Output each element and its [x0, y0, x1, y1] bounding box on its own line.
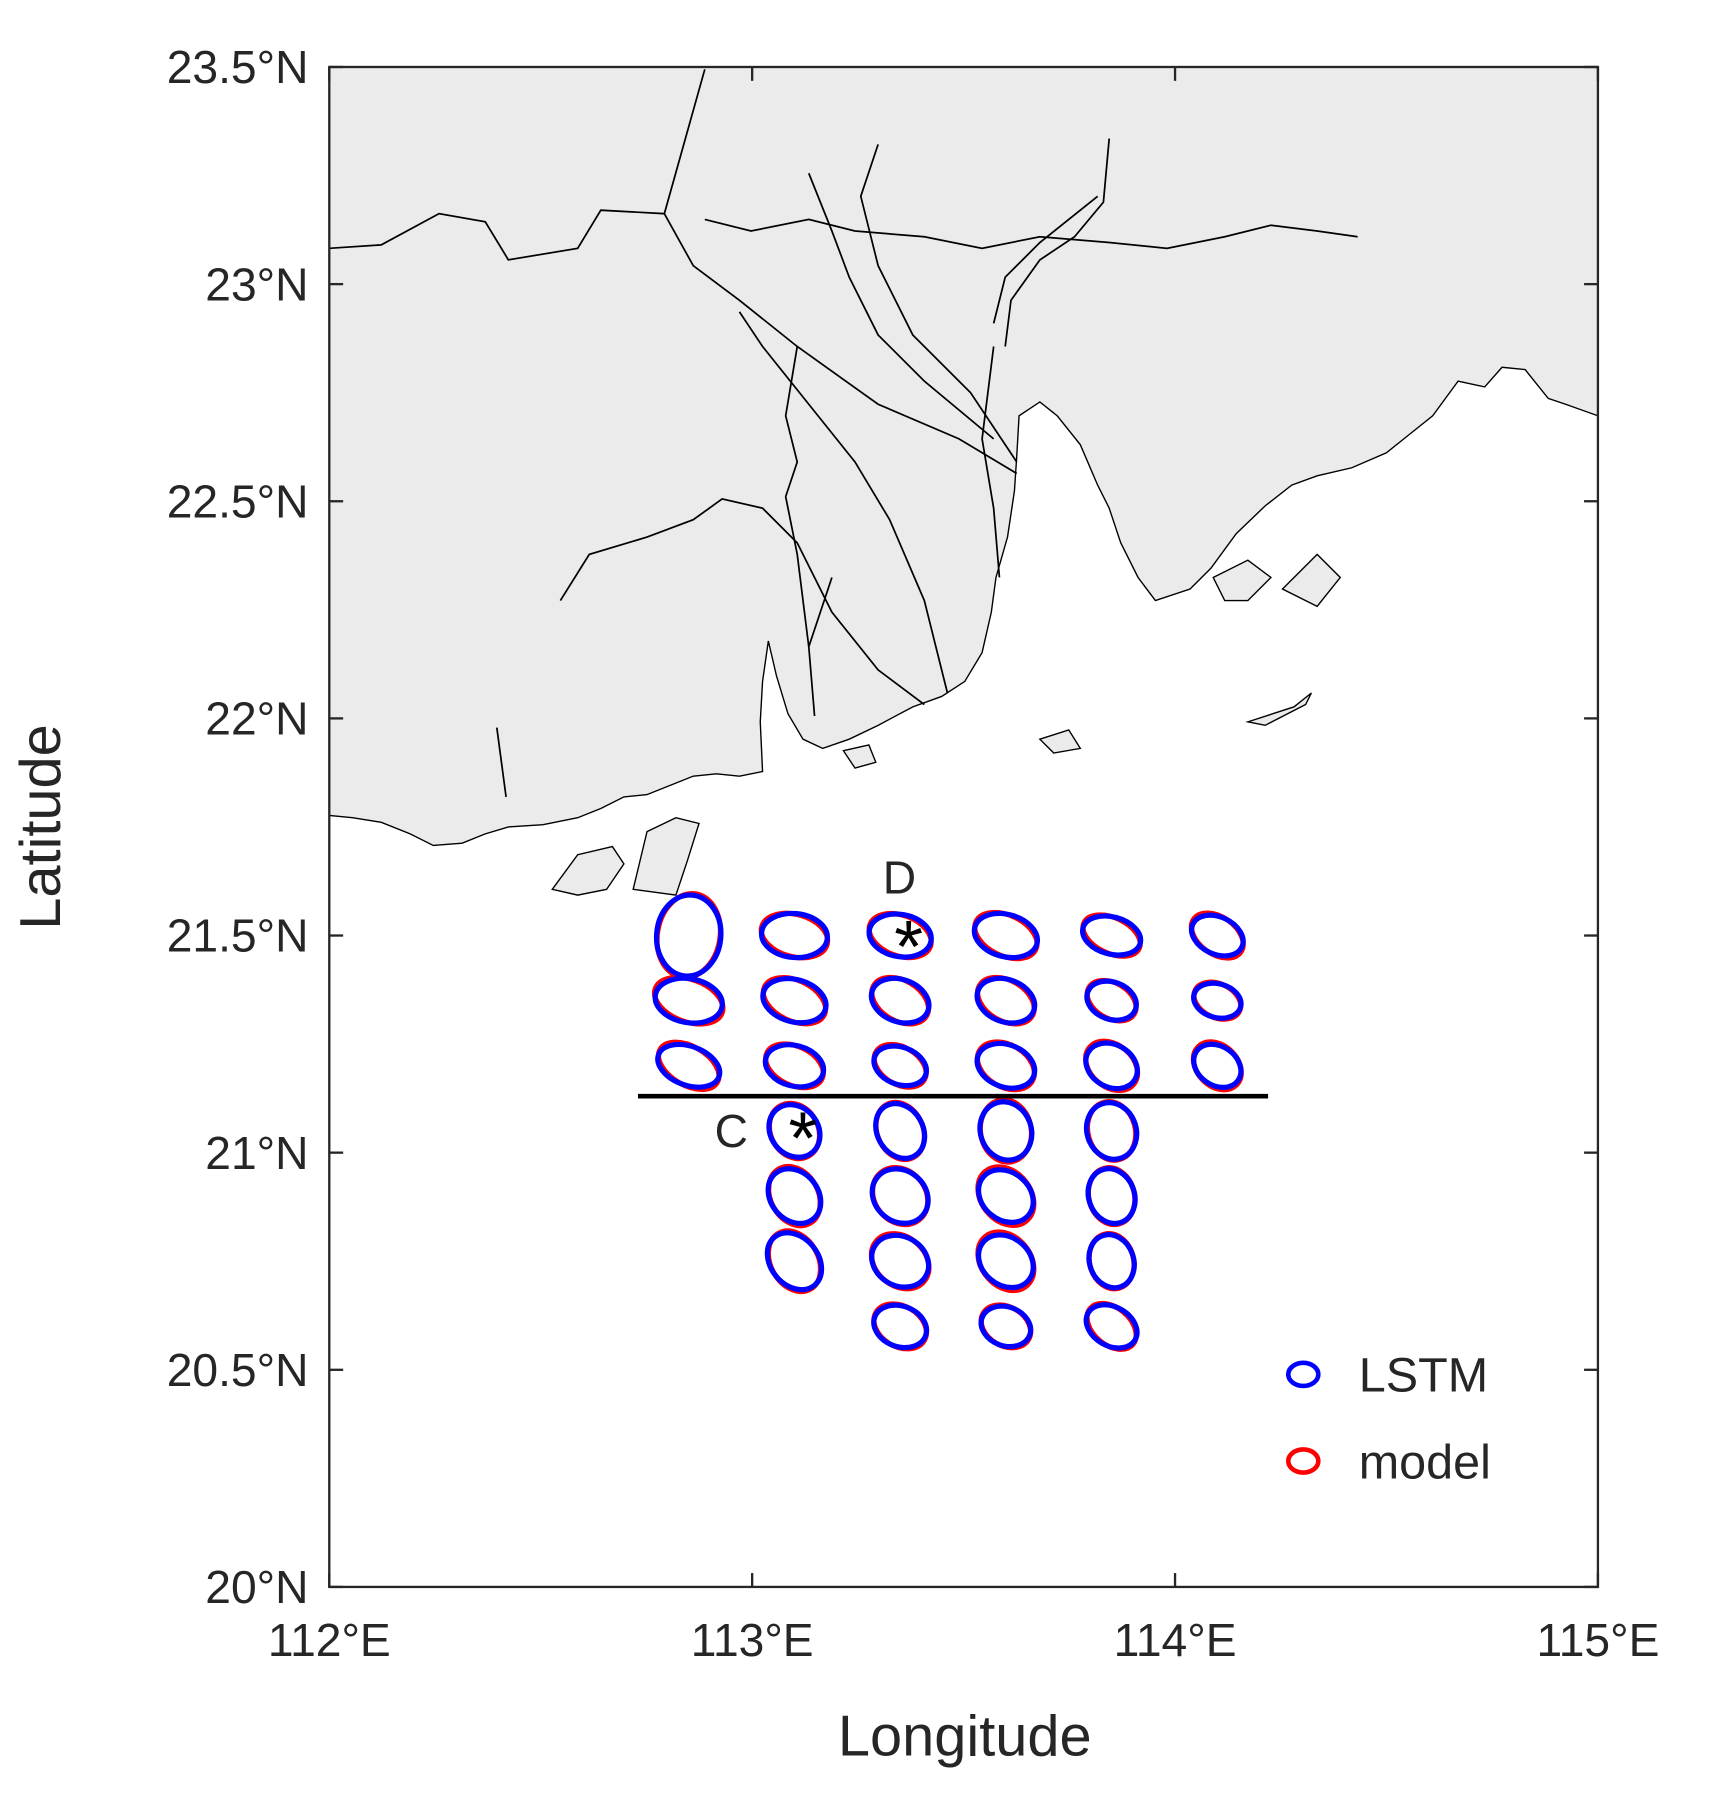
tidal-ellipse — [758, 910, 830, 961]
y-tick-label: 23°N — [205, 258, 308, 310]
tidal-ellipse — [977, 1097, 1035, 1165]
y-tick-label: 21.5°N — [167, 910, 309, 962]
x-tick-label: 114°E — [1114, 1614, 1237, 1666]
legend-marker — [1285, 1447, 1321, 1475]
tidal-ellipse — [869, 1166, 931, 1226]
station-star: * — [789, 1096, 818, 1179]
tidal-ellipse — [974, 975, 1038, 1026]
y-tick-label: 22.5°N — [167, 475, 309, 527]
x-tick-label: 115°E — [1536, 1614, 1659, 1666]
tidal-ellipse — [871, 1302, 930, 1351]
tidal-ellipse — [762, 1042, 827, 1090]
tidal-ellipse — [869, 1232, 932, 1290]
tidal-ellipse — [871, 1043, 929, 1089]
tidal-ellipse — [975, 1167, 1036, 1225]
tidal-ellipse — [655, 1041, 723, 1090]
tidal-ellipse — [654, 890, 724, 981]
tidal-ellipse — [1188, 912, 1246, 959]
tidal-ellipse — [1084, 1099, 1139, 1163]
tidal-ellipse — [1191, 980, 1244, 1021]
tidal-ellipse — [764, 1230, 825, 1293]
tidal-ellipse — [765, 1166, 824, 1226]
x-tick-label: 113°E — [691, 1614, 814, 1666]
coastline — [329, 66, 1598, 847]
tidal-ellipse — [766, 1102, 823, 1160]
y-tick-label: 21°N — [205, 1127, 308, 1179]
y-tick-label: 23.5°N — [167, 41, 309, 93]
tidal-ellipse — [1083, 1302, 1140, 1351]
tidal-ellipse — [873, 1100, 928, 1161]
station-star: * — [894, 905, 923, 988]
tidal-ellipse — [866, 911, 934, 960]
tidal-ellipse — [977, 1099, 1035, 1163]
tidal-ellipse — [1084, 978, 1139, 1023]
plot-frame — [328, 65, 1600, 1589]
tidal-ellipse — [975, 1232, 1036, 1291]
tidal-ellipse — [1083, 1100, 1140, 1162]
y-tick-label: 20°N — [205, 1561, 308, 1613]
tidal-ellipse — [1085, 1165, 1138, 1228]
station-label: C — [715, 1105, 748, 1157]
tidal-ellipse — [974, 1040, 1038, 1091]
tidal-ellipse — [1080, 913, 1144, 958]
legend-label: LSTM — [1359, 1349, 1488, 1403]
y-axis-label: Latitude — [9, 724, 73, 929]
tidal-ellipse — [1086, 1232, 1137, 1291]
islands — [551, 553, 1342, 896]
tidal-ellipse — [652, 975, 725, 1026]
tidal-ellipse — [653, 892, 724, 979]
y-tick-label: 20.5°N — [167, 1344, 309, 1396]
land — [329, 66, 1598, 896]
legend-label: model — [1359, 1435, 1491, 1489]
tidal-ellipse — [868, 975, 932, 1026]
x-tick-label: 112°E — [268, 1614, 391, 1666]
legend-marker — [1285, 1360, 1321, 1389]
rivers — [329, 69, 1358, 798]
station-label: D — [883, 852, 916, 904]
tidal-ellipse — [978, 1303, 1034, 1350]
tidal-ellipse — [760, 976, 829, 1026]
tidal-ellipse — [971, 910, 1041, 961]
x-axis-label: Longitude — [838, 1705, 1092, 1769]
tidal-ellipse — [1083, 1040, 1140, 1092]
tidal-ellipse — [1191, 1041, 1244, 1090]
tidal-ellipse — [1085, 1166, 1138, 1227]
y-tick-label: 22°N — [205, 693, 308, 745]
